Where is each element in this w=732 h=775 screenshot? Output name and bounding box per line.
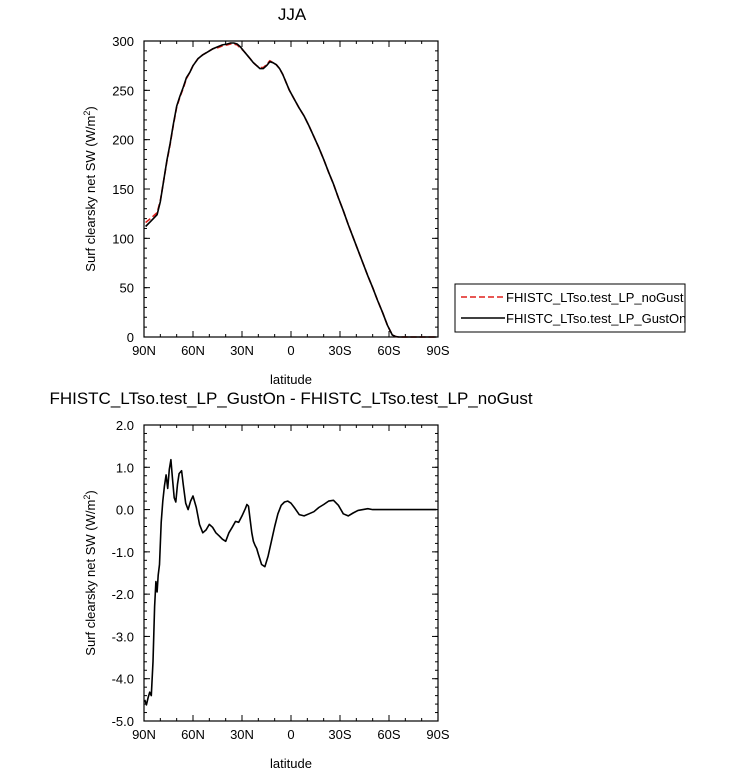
x-tick-label: 60S: [377, 343, 400, 358]
bottom-x-tick-labels: 90N 60N 30N 0 30S 60S 90S: [132, 727, 450, 742]
y-tick-label: 200: [112, 133, 134, 148]
top-y-axis-label-close: ): [83, 106, 98, 110]
top-y-axis-label: Surf clearsky net SW (W/m2): [82, 106, 98, 271]
y-tick-label: 2.0: [116, 418, 134, 433]
y-tick-label: 150: [112, 182, 134, 197]
bottom-y-axis-label-main: Surf clearsky net SW (W/m: [83, 500, 98, 656]
y-tick-label: -2.0: [112, 587, 134, 602]
y-tick-label: 1.0: [116, 460, 134, 475]
top-plot-frame: [143, 40, 439, 338]
series-line-0: [145, 43, 437, 338]
bottom-series-lines: [144, 458, 437, 706]
y-tick-label: 0.0: [116, 503, 134, 518]
y-tick-label: 100: [112, 231, 134, 246]
y-tick-label: 0: [127, 330, 134, 345]
top-x-axis-label: latitude: [270, 372, 312, 387]
x-tick-label: 30S: [328, 343, 351, 358]
y-tick-label: -3.0: [112, 629, 134, 644]
x-tick-label: 0: [287, 343, 294, 358]
x-tick-label: 90S: [426, 727, 449, 742]
bottom-plot-frame: [143, 424, 439, 722]
legend-label-guston: FHISTC_LTso.test_LP_GustOn: [506, 311, 686, 326]
x-tick-label: 60N: [181, 343, 205, 358]
y-tick-label: -4.0: [112, 672, 134, 687]
x-tick-label: 30N: [230, 343, 254, 358]
bottom-panel: FHISTC_LTso.test_LP_GustOn - FHISTC_LTso…: [49, 389, 532, 771]
bottom-x-axis-label: latitude: [270, 756, 312, 771]
legend-box: [454, 283, 686, 333]
y-tick-label: 50: [120, 281, 134, 296]
top-y-axis-label-sup: 2: [82, 111, 92, 116]
x-tick-label: 30S: [328, 727, 351, 742]
y-tick-label: 250: [112, 83, 134, 98]
bottom-y-tick-labels: 2.0 1.0 0.0 -1.0 -2.0 -3.0 -4.0 -5.0: [112, 418, 134, 729]
top-x-tick-labels: 90N 60N 30N 0 30S 60S 90S: [132, 343, 450, 358]
legend: FHISTC_LTso.test_LP_noGust FHISTC_LTso.t…: [454, 283, 686, 333]
y-tick-label: 300: [112, 34, 134, 49]
top-series-lines: [145, 42, 437, 338]
series-line-1: [145, 42, 437, 338]
x-tick-label: 60N: [181, 727, 205, 742]
x-tick-label: 30N: [230, 727, 254, 742]
top-chart-title: JJA: [278, 5, 307, 24]
x-tick-label: 90N: [132, 727, 156, 742]
bottom-ticks: [143, 424, 439, 722]
x-tick-label: 90N: [132, 343, 156, 358]
y-tick-label: -1.0: [112, 545, 134, 560]
x-tick-label: 60S: [377, 727, 400, 742]
bottom-y-axis-label-close: ): [83, 490, 98, 494]
top-y-axis-label-main: Surf clearsky net SW (W/m: [83, 116, 98, 272]
x-tick-label: 90S: [426, 343, 449, 358]
bottom-chart-title: FHISTC_LTso.test_LP_GustOn - FHISTC_LTso…: [49, 389, 532, 408]
bottom-y-axis-label-sup: 2: [82, 495, 92, 500]
top-ticks: [143, 40, 439, 338]
top-y-tick-labels: 0 50 100 150 200 250 300: [112, 34, 134, 345]
legend-label-nogust: FHISTC_LTso.test_LP_noGust: [506, 290, 684, 305]
series-line-0: [144, 458, 437, 706]
x-tick-label: 0: [287, 727, 294, 742]
bottom-y-axis-label: Surf clearsky net SW (W/m2): [82, 490, 98, 655]
y-tick-label: -5.0: [112, 714, 134, 729]
